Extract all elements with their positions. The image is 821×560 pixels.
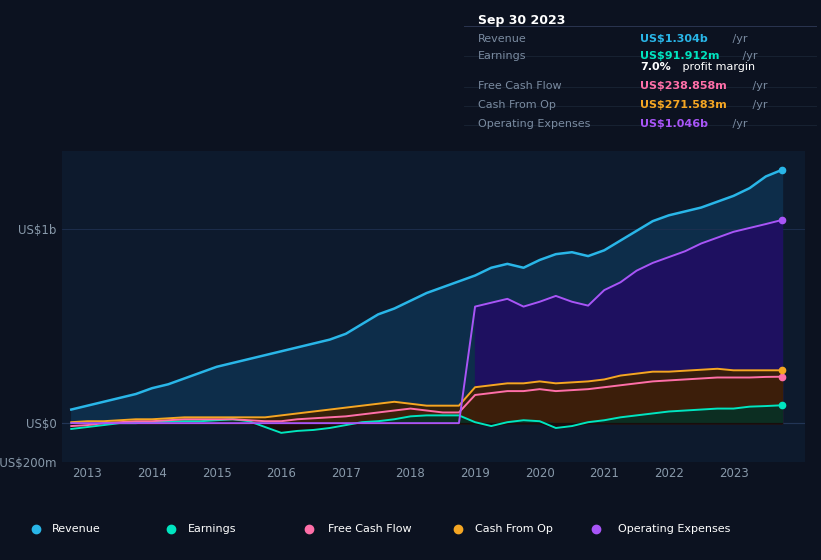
Text: Cash From Op: Cash From Op [478, 100, 556, 110]
Text: Earnings: Earnings [478, 52, 526, 62]
Text: Earnings: Earnings [187, 524, 236, 534]
Text: US$271.583m: US$271.583m [640, 100, 727, 110]
Text: /yr: /yr [749, 81, 768, 91]
Text: Operating Expenses: Operating Expenses [617, 524, 730, 534]
Text: profit margin: profit margin [679, 62, 755, 72]
Text: US$1.046b: US$1.046b [640, 119, 709, 129]
Text: Operating Expenses: Operating Expenses [478, 119, 590, 129]
Text: Revenue: Revenue [478, 34, 527, 44]
Text: US$91.912m: US$91.912m [640, 52, 720, 62]
Text: /yr: /yr [739, 52, 758, 62]
Text: 7.0%: 7.0% [640, 62, 671, 72]
Text: Sep 30 2023: Sep 30 2023 [478, 14, 566, 27]
Text: /yr: /yr [749, 100, 768, 110]
Text: /yr: /yr [729, 119, 748, 129]
Text: Cash From Op: Cash From Op [475, 524, 553, 534]
Text: /yr: /yr [729, 34, 748, 44]
Text: US$238.858m: US$238.858m [640, 81, 727, 91]
Text: Free Cash Flow: Free Cash Flow [478, 81, 562, 91]
Text: Revenue: Revenue [52, 524, 101, 534]
Text: US$1.304b: US$1.304b [640, 34, 709, 44]
Text: Free Cash Flow: Free Cash Flow [328, 524, 411, 534]
